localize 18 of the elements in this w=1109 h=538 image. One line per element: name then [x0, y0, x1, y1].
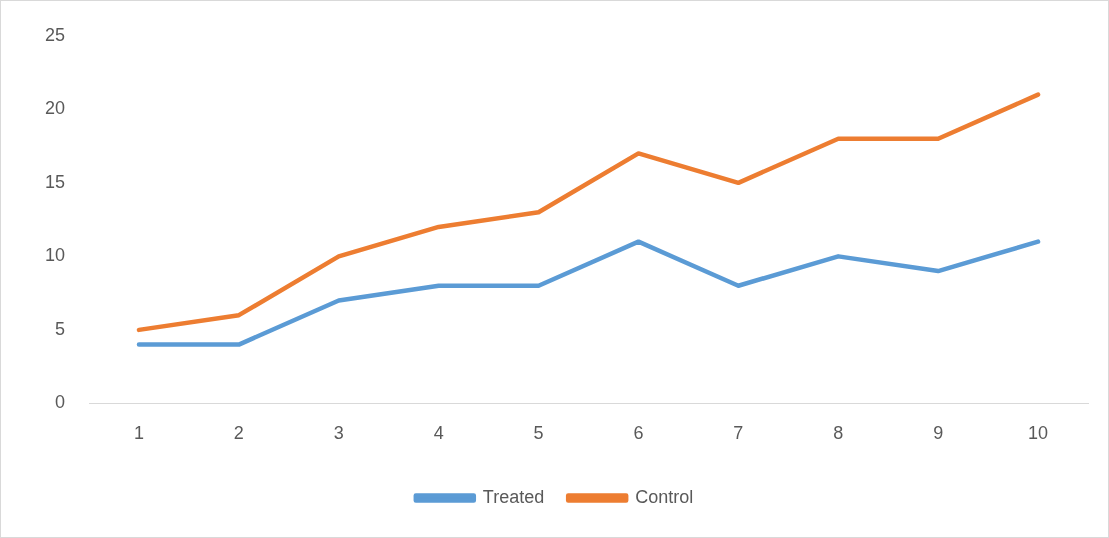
legend-label: Control [635, 486, 694, 507]
x-tick-label: 8 [833, 423, 844, 444]
x-tick-label: 4 [433, 423, 444, 444]
x-tick-label: 7 [733, 423, 744, 444]
y-tick-label: 15 [44, 171, 66, 192]
y-tick-label: 20 [44, 98, 66, 119]
x-tick-label: 5 [533, 423, 544, 444]
legend-label: Treated [482, 486, 545, 507]
x-tick-label: 1 [133, 423, 144, 444]
x-tick-label: 10 [1028, 423, 1049, 444]
y-tick-label: 5 [55, 318, 66, 339]
x-tick-label: 3 [333, 423, 344, 444]
y-tick-label: 10 [44, 245, 66, 266]
x-tick-label: 9 [933, 423, 944, 444]
x-tick-label: 6 [633, 423, 644, 444]
y-tick-label: 0 [55, 392, 66, 413]
x-tick-label: 2 [233, 423, 244, 444]
y-tick-label: 25 [44, 24, 66, 45]
